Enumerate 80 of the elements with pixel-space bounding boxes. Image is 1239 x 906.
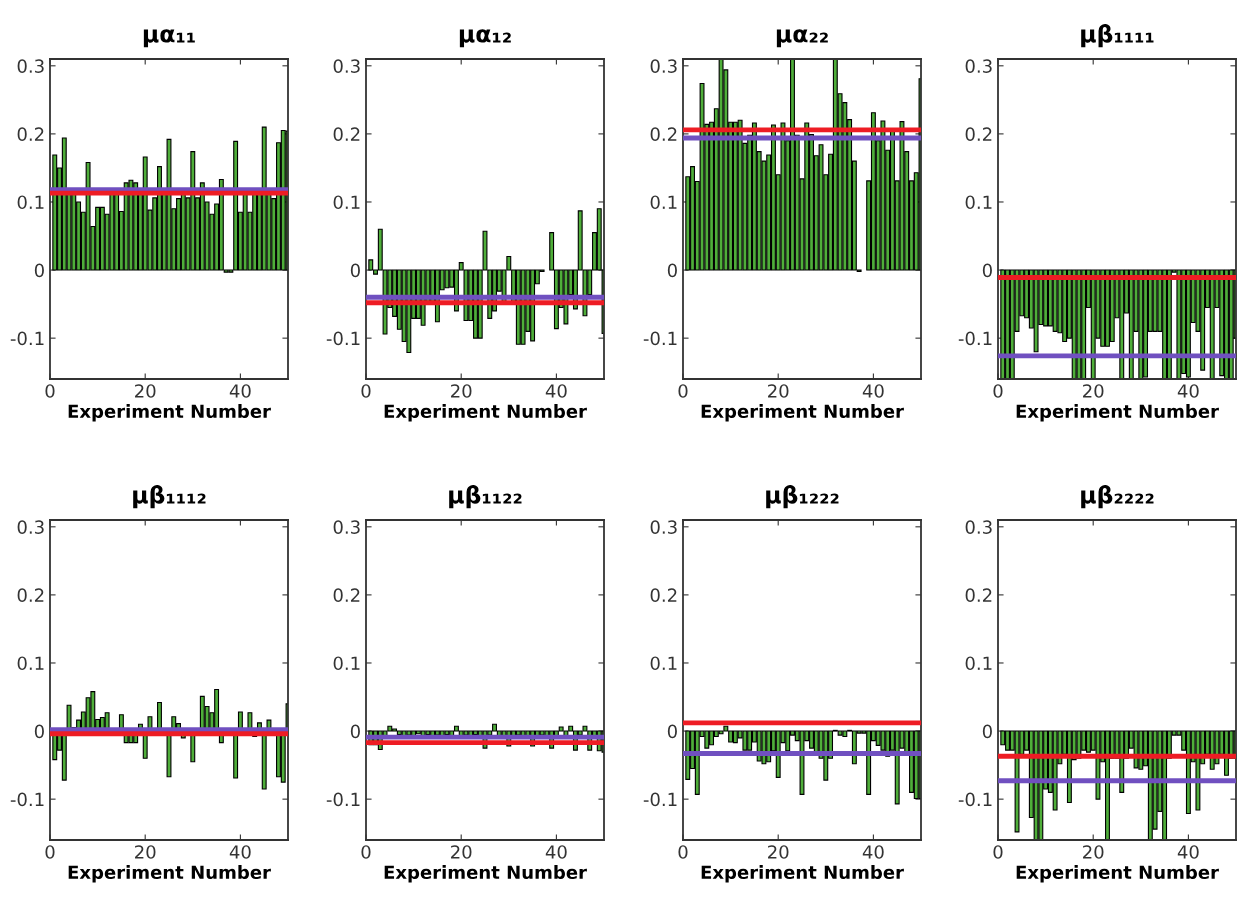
y-tick-label: 0.1 (965, 195, 992, 210)
y-tick-label: 0.1 (965, 656, 992, 671)
y-tick-label: 0.2 (333, 588, 360, 603)
x-tick-label: 0 (45, 845, 55, 859)
chart-title: μβ₁₁₁₂ (133, 485, 206, 509)
x-tick-label: 40 (545, 845, 567, 859)
x-tick-label: 40 (545, 384, 567, 398)
y-tick-label: 0 (982, 724, 992, 739)
x-tick-label: 0 (678, 384, 688, 398)
y-tick-label: -0.1 (958, 331, 992, 346)
y-tick-label: 0.3 (965, 59, 992, 73)
chart-title: μβ₂₂₂₂ (1081, 485, 1154, 509)
x-tick-label: 40 (229, 845, 251, 859)
chart-title: μβ₁₁₁₁ (1081, 24, 1154, 48)
x-tick-label: 0 (361, 845, 371, 859)
x-tick-label: 20 (451, 384, 472, 398)
y-tick-label: -0.1 (643, 792, 677, 807)
y-tick-label: 0.2 (650, 127, 677, 142)
x-tick-label: 40 (1177, 845, 1199, 859)
y-tick-label: 0.2 (17, 588, 44, 603)
y-tick-label: 0.1 (17, 195, 44, 210)
x-tick-label: 20 (1083, 384, 1104, 398)
x-tick-label: 20 (768, 384, 789, 398)
x-tick-label: 40 (229, 384, 251, 398)
x-axis-title: Experiment Number (384, 865, 587, 883)
y-tick-label: 0.3 (965, 520, 992, 534)
y-tick-label: 0.3 (17, 520, 44, 534)
x-axis-title: Experiment Number (68, 865, 271, 883)
y-tick-label: -0.1 (10, 792, 44, 807)
y-tick-label: 0 (350, 724, 360, 739)
x-tick-label: 20 (1083, 845, 1104, 859)
y-tick-label: 0 (667, 724, 677, 739)
x-tick-label: 40 (862, 845, 884, 859)
y-tick-label: -0.1 (326, 792, 360, 807)
x-axis-title: Experiment Number (1016, 865, 1219, 883)
x-tick-label: 0 (45, 384, 55, 398)
x-tick-label: 20 (768, 845, 789, 859)
x-tick-label: 0 (678, 845, 688, 859)
x-tick-label: 0 (993, 384, 1003, 398)
chart-title: μβ₁₁₂₂ (449, 485, 522, 509)
y-tick-label: -0.1 (10, 331, 44, 346)
y-tick-label: 0 (34, 263, 44, 278)
y-tick-label: 0.1 (333, 195, 360, 210)
x-tick-label: 40 (1177, 384, 1199, 398)
y-tick-label: 0.3 (17, 59, 44, 73)
y-tick-label: 0 (667, 263, 677, 278)
chart-title: μβ₁₂₂₂ (766, 485, 839, 509)
y-tick-label: -0.1 (958, 792, 992, 807)
chart-title: μα₂₂ (776, 29, 828, 48)
y-tick-label: 0 (982, 263, 992, 278)
y-tick-label: 0 (34, 724, 44, 739)
y-tick-label: 0.3 (333, 520, 360, 534)
y-tick-label: 0.3 (650, 520, 677, 534)
chart-title: μα₁₂ (459, 29, 511, 48)
x-axis-title: Experiment Number (1016, 404, 1219, 422)
x-axis-title: Experiment Number (701, 865, 904, 883)
x-tick-label: 20 (451, 845, 472, 859)
y-tick-label: 0 (350, 263, 360, 278)
y-tick-label: 0.3 (650, 59, 677, 73)
x-tick-label: 0 (361, 384, 371, 398)
y-tick-label: 0.2 (17, 127, 44, 142)
x-axis-title: Experiment Number (384, 404, 587, 422)
x-axis-title: Experiment Number (68, 404, 271, 422)
x-tick-label: 20 (135, 384, 156, 398)
y-tick-label: 0.2 (965, 127, 992, 142)
y-tick-label: 0.2 (965, 588, 992, 603)
y-tick-label: -0.1 (326, 331, 360, 346)
y-tick-label: 0.1 (333, 656, 360, 671)
y-tick-label: -0.1 (643, 331, 677, 346)
y-tick-label: 0.1 (650, 195, 677, 210)
x-axis-title: Experiment Number (701, 404, 904, 422)
x-tick-label: 20 (135, 845, 156, 859)
y-tick-label: 0.1 (650, 656, 677, 671)
y-tick-label: 0.2 (650, 588, 677, 603)
y-tick-label: 0.2 (333, 127, 360, 142)
y-tick-label: 0.3 (333, 59, 360, 73)
y-tick-label: 0.1 (17, 656, 44, 671)
x-tick-label: 0 (993, 845, 1003, 859)
x-tick-label: 40 (862, 384, 884, 398)
chart-title: μα₁₁ (143, 29, 195, 48)
